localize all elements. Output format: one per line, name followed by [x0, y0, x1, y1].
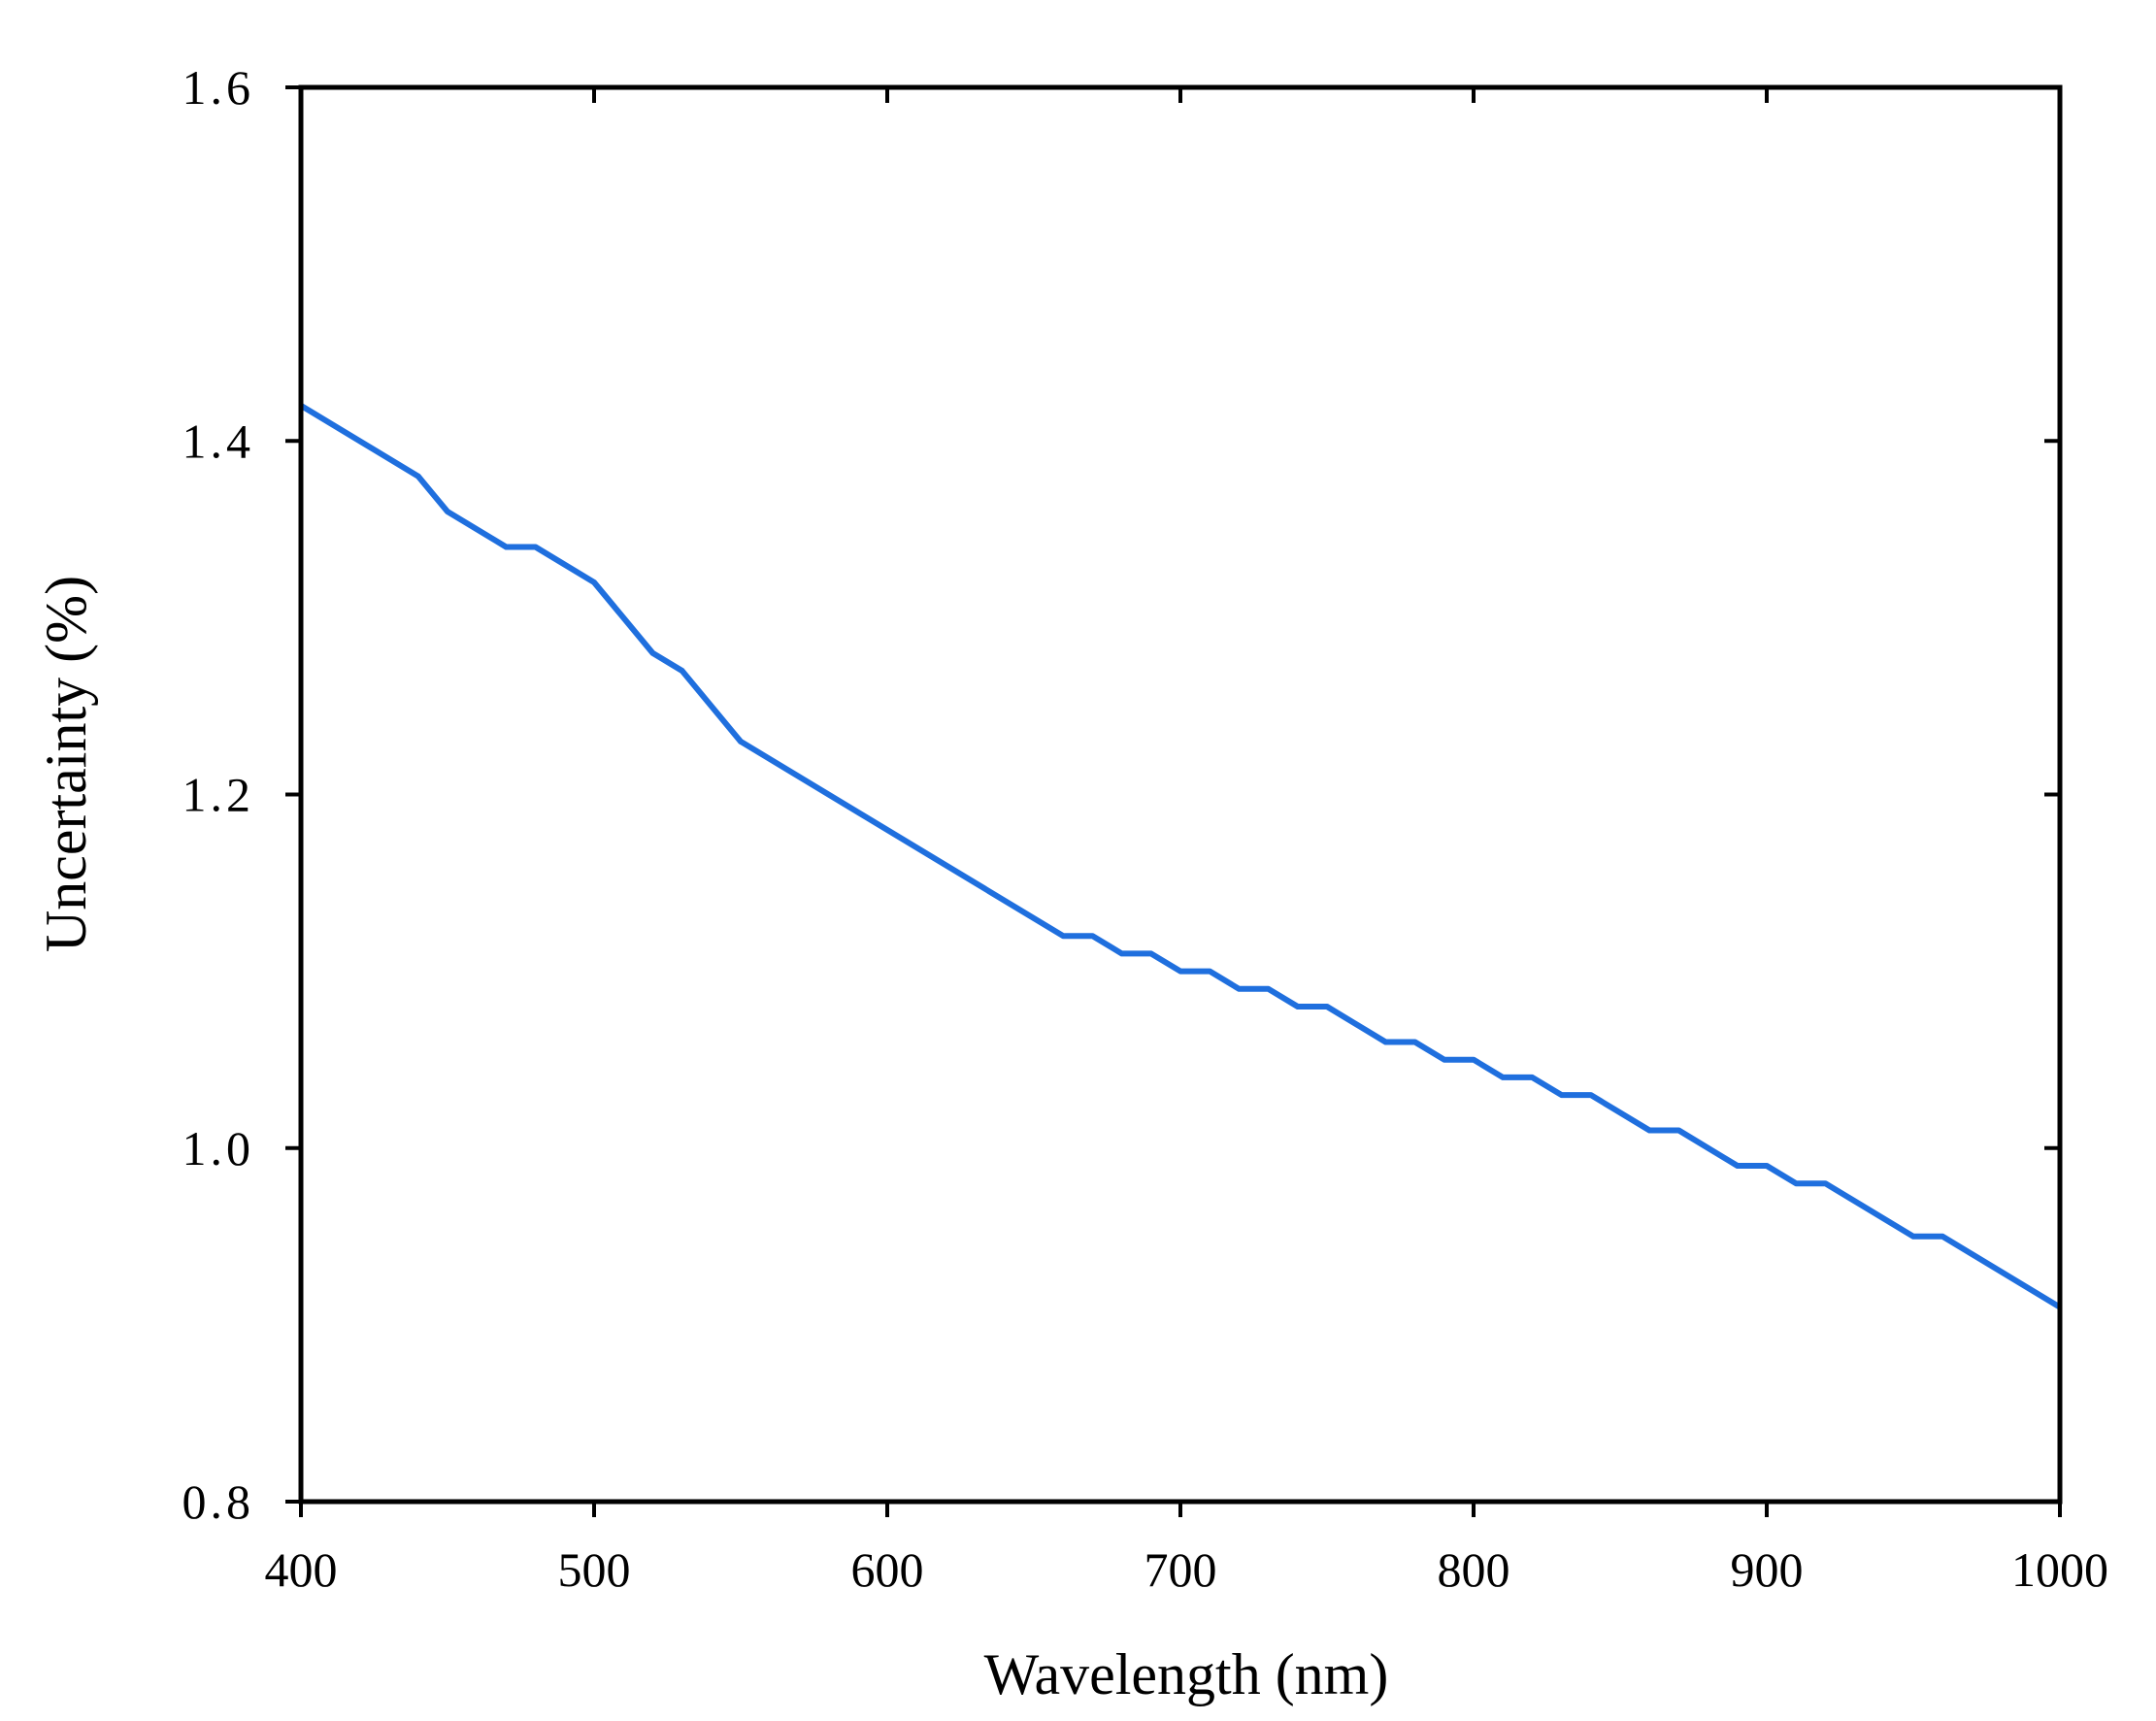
y-axis-title: Uncertainty (%) [34, 576, 98, 952]
series-layer [299, 403, 2062, 1310]
y-tick-label-4: 1.6 [182, 60, 255, 115]
x-tick-label-6: 1000 [2011, 1542, 2108, 1597]
axes-frame [298, 84, 2063, 1505]
x-axis-title: Wavelength (nm) [984, 1642, 1389, 1706]
x-tick-label-1: 500 [558, 1542, 631, 1597]
axis-ticks [285, 85, 2062, 1517]
y-tick-label-0: 0.8 [182, 1474, 255, 1529]
x-tick-label-2: 600 [851, 1542, 924, 1597]
axes-frame-rect [298, 84, 2063, 1505]
series-line-0 [299, 403, 2062, 1310]
x-tick-label-3: 700 [1144, 1542, 1217, 1597]
x-tick-label-0: 400 [265, 1542, 338, 1597]
y-tick-label-1: 1.0 [182, 1121, 255, 1175]
y-tick-label-2: 1.2 [182, 768, 255, 822]
tick-labels: 400 500 600 700 800 900 1000 0.8 1.0 1.2 1.4 1.6 [182, 60, 2109, 1597]
x-tick-label-5: 900 [1731, 1542, 1804, 1597]
x-tick-label-4: 800 [1438, 1542, 1510, 1597]
y-tick-label-3: 1.4 [182, 414, 255, 468]
